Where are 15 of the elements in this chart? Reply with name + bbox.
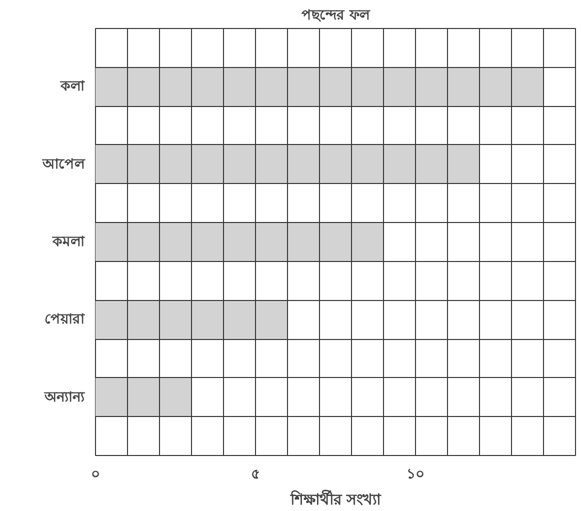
y-tick-label: অন্যান্য: [44, 389, 86, 406]
y-tick-label: কমলা: [52, 234, 86, 250]
bar: [96, 144, 480, 184]
bar: [96, 378, 192, 417]
x-axis-title: শিক্ষার্থীর সংখ্যা: [289, 490, 382, 508]
x-tick-label: ১০: [406, 466, 424, 482]
bar: [96, 300, 288, 340]
bar: [96, 222, 384, 262]
x-tick-label: ০: [91, 466, 100, 482]
chart-title: পছন্দের ফল: [302, 8, 370, 24]
x-tick-label: ৫: [251, 466, 260, 482]
y-tick-label: কলা: [60, 78, 86, 95]
bar: [96, 67, 544, 106]
y-tick-label: পেয়ারা: [44, 312, 86, 328]
y-tick-label: আপেল: [42, 156, 86, 172]
